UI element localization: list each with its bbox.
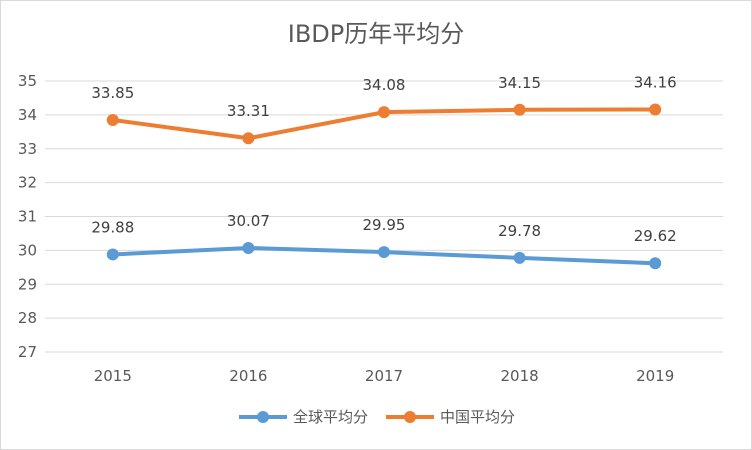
gridlines [45,80,723,353]
data-point [649,103,662,116]
y-tick-label: 29 [18,275,37,293]
y-tick-label: 33 [18,140,37,158]
data-point [106,248,119,261]
legend-item-china[interactable]: 中国平均分 [384,406,515,427]
x-tick-label: 2016 [229,367,267,385]
y-tick-label: 35 [18,72,37,90]
data-point [378,246,390,259]
x-tick-label: 2017 [365,367,403,385]
legend-marker-china [386,410,434,423]
y-tick-label: 31 [18,208,37,226]
x-tick-label: 2018 [501,367,539,385]
data-point [378,106,390,119]
data-point [513,251,526,264]
data-label: 33.31 [227,102,270,120]
legend-marker-global [238,410,287,423]
data-point [242,242,255,255]
x-axis-ticks: 2015 2016 2017 2018 2019 [94,367,675,385]
data-point [649,257,662,270]
data-label: 29.88 [91,218,134,236]
data-label: 30.07 [227,212,270,230]
y-tick-label: 28 [18,309,37,327]
data-labels: 29.88 30.07 29.95 29.78 29.62 33.85 33.31 34.08… [91,73,676,245]
data-label: 29.78 [498,222,541,240]
chart-title: IBDP历年平均分 [287,20,465,48]
legend: 全球平均分 中国平均分 [0,406,752,427]
data-label: 34.15 [498,74,541,92]
x-tick-label: 2015 [94,367,132,385]
data-point [242,132,255,145]
data-label: 34.08 [363,76,406,94]
legend-label-china: 中国平均分 [440,408,516,426]
data-label: 29.62 [634,227,677,245]
data-label: 29.95 [363,216,406,234]
x-tick-label: 2019 [636,367,674,385]
y-tick-label: 30 [18,241,37,259]
data-point [106,113,119,126]
legend-label-global: 全球平均分 [292,408,368,426]
data-point [513,103,526,116]
series-lines [106,103,662,270]
legend-item-global[interactable]: 全球平均分 [237,406,368,427]
y-tick-label: 27 [18,343,37,361]
y-tick-label: 34 [18,106,37,124]
data-label: 34.16 [634,73,677,91]
y-axis-ticks: 27 28 29 30 31 32 33 34 35 [18,72,37,361]
y-tick-label: 32 [18,174,37,192]
data-label: 33.85 [91,84,134,102]
